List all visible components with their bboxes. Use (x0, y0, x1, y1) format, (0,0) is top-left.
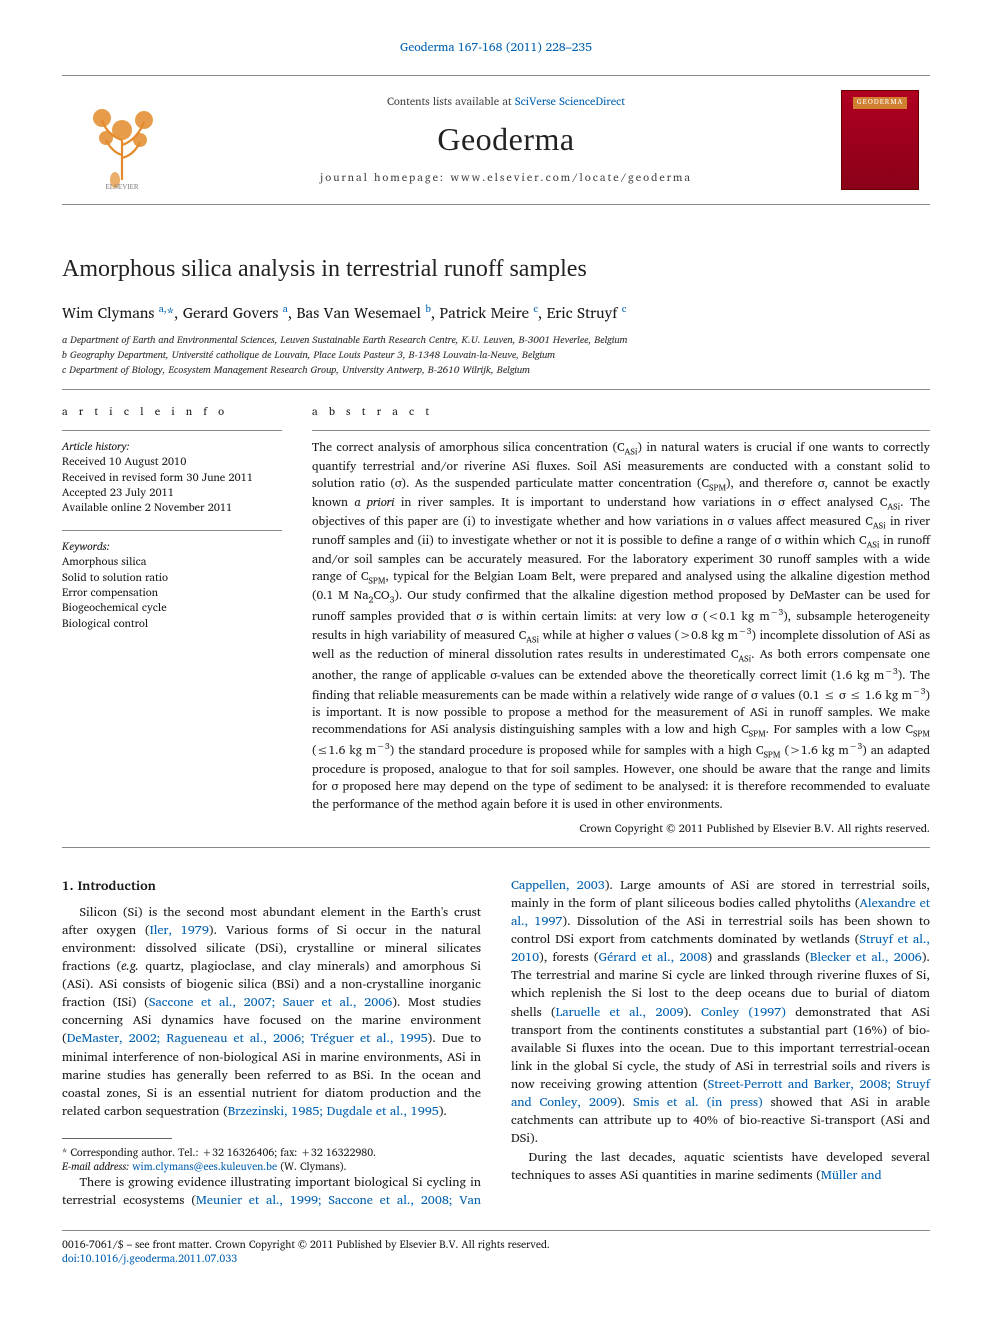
elsevier-tree-icon: ELSEVIER (82, 90, 162, 190)
article-info-column: a r t i c l e i n f o Article history: R… (62, 404, 282, 836)
article-title: Amorphous silica analysis in terrestrial… (62, 253, 930, 287)
section-1-title: 1. Introduction (62, 876, 481, 895)
info-rule-1 (62, 430, 282, 431)
doi-link[interactable]: doi:10.1016/j.geoderma.2011.07.033 (62, 1249, 237, 1267)
author-list: Wim Clymans a,*, Gerard Govers a, Bas Va… (62, 302, 930, 323)
article-info-heading: a r t i c l e i n f o (62, 404, 282, 419)
banner-center: Contents lists available at SciVerse Sci… (182, 76, 830, 204)
affiliation-b: b Geography Department, Université catho… (62, 348, 930, 362)
contents-prefix: Contents lists available at (387, 92, 515, 110)
doi-line-2: doi:10.1016/j.geoderma.2011.07.033 (62, 1251, 930, 1266)
journal-name: Geoderma (437, 117, 574, 162)
cover-thumb-box: GEODERMA (830, 76, 930, 204)
article-history-block: Article history: Received 10 August 2010… (62, 439, 282, 516)
affiliation-c: c Department of Biology, Ecosystem Manag… (62, 363, 930, 377)
footnote-email-line: E-mail address: wim.clymans@ees.kuleuven… (62, 1159, 481, 1173)
homepage-url: www.elsevier.com/locate/geoderma (450, 168, 692, 186)
info-rule-2 (62, 530, 282, 531)
rule-below-abstract (62, 847, 930, 848)
history-online: Available online 2 November 2011 (62, 500, 282, 515)
journal-homepage-line: journal homepage: www.elsevier.com/locat… (320, 170, 692, 185)
affiliations: a Department of Earth and Environmental … (62, 333, 930, 377)
abstract-column: a b s t r a c t The correct analysis of … (312, 404, 930, 836)
keyword-4: Biological control (62, 616, 282, 631)
info-abstract-row: a r t i c l e i n f o Article history: R… (62, 404, 930, 836)
body-para-1: Silicon (Si) is the second most abundant… (62, 903, 481, 1121)
running-head: Geoderma 167-168 (2011) 228–235 (62, 40, 930, 57)
contents-available-line: Contents lists available at SciVerse Sci… (387, 94, 625, 109)
keywords-block: Keywords: Amorphous silica Solid to solu… (62, 539, 282, 631)
footnote-rule (62, 1138, 172, 1139)
svg-text:ELSEVIER: ELSEVIER (105, 183, 138, 190)
body-para-3: During the last decades, aquatic scienti… (511, 1148, 930, 1184)
cover-title: GEODERMA (853, 97, 907, 109)
homepage-prefix: journal homepage: (320, 168, 450, 186)
abstract-text: The correct analysis of amorphous silica… (312, 439, 930, 813)
corresponding-author-footnote: * Corresponding author. Tel.: +32 163264… (62, 1145, 481, 1173)
journal-cover-icon: GEODERMA (841, 90, 919, 190)
affiliation-a: a Department of Earth and Environmental … (62, 333, 930, 347)
journal-banner: ELSEVIER Contents lists available at Sci… (62, 75, 930, 205)
abstract-copyright: Crown Copyright © 2011 Published by Else… (312, 821, 930, 836)
publisher-logo-box: ELSEVIER (62, 76, 182, 204)
rule-above-info (62, 389, 930, 390)
body-two-column: 1. Introduction Silicon (Si) is the seco… (62, 876, 930, 1210)
abstract-heading: a b s t r a c t (312, 404, 930, 419)
page: Geoderma 167-168 (2011) 228–235 ELSEVIER… (0, 0, 992, 1296)
sciencedirect-link[interactable]: SciVerse ScienceDirect (515, 92, 625, 110)
abstract-rule (312, 430, 930, 431)
doi-block: 0016-7061/$ – see front matter. Crown Co… (62, 1230, 930, 1266)
